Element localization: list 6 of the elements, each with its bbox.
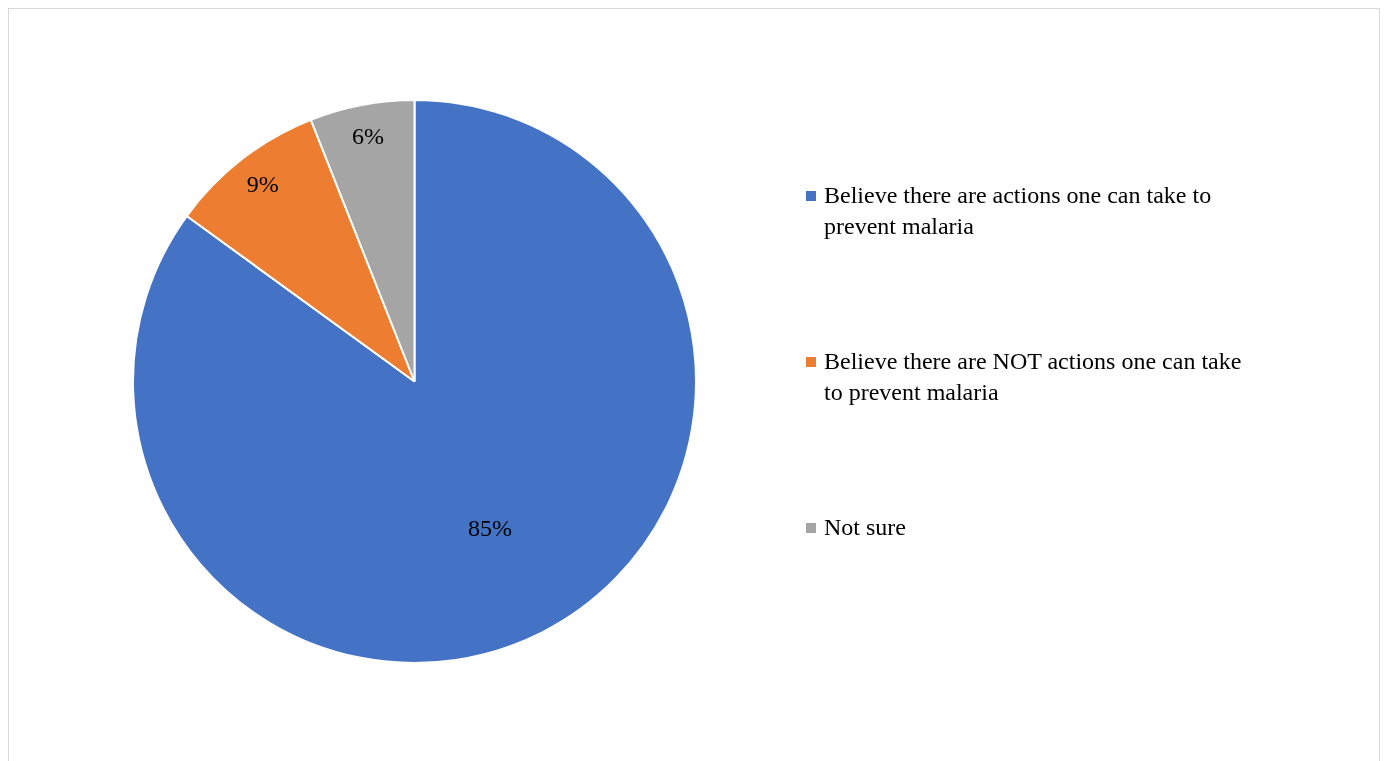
- data-label: 9%: [246, 171, 279, 198]
- legend-label: Believe there are NOT actions one can take to prevent malaria: [824, 347, 1243, 407]
- legend-label: Not sure: [824, 513, 906, 542]
- legend-label: Believe there are actions one can take to prevent malaria: [824, 181, 1213, 241]
- data-label: 6%: [352, 123, 385, 150]
- data-label: 85%: [467, 514, 512, 541]
